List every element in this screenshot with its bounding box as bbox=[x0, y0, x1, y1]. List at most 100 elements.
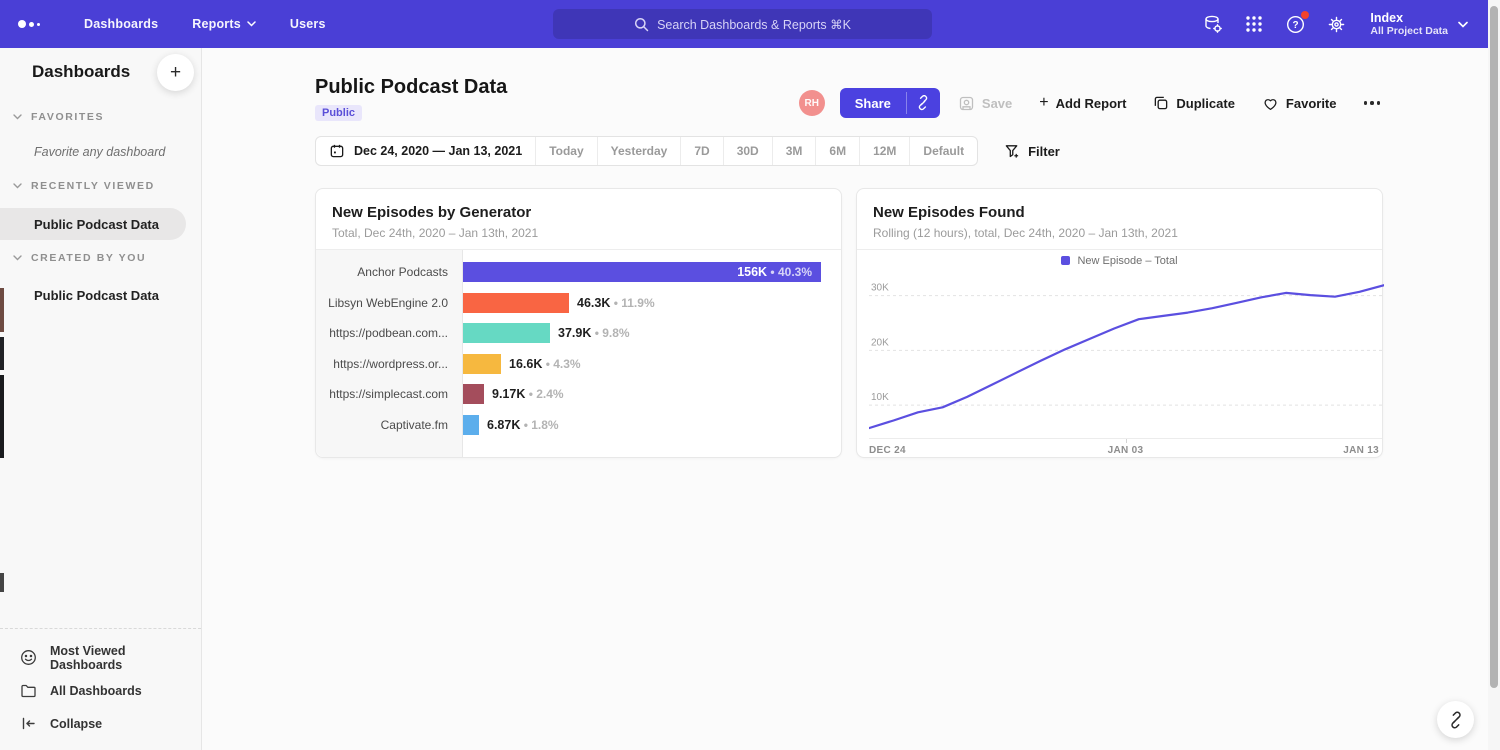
legend-label: New Episode – Total bbox=[1077, 254, 1178, 267]
heart-icon bbox=[1264, 99, 1277, 111]
search-input[interactable]: Search Dashboards & Reports ⌘K bbox=[553, 9, 932, 39]
page-title: Public Podcast Data bbox=[315, 76, 508, 98]
nav-item-dashboards[interactable]: Dashboards bbox=[84, 17, 159, 31]
sidebar-title: Dashboards bbox=[32, 62, 131, 81]
share-button[interactable]: Share bbox=[839, 88, 940, 118]
scrollbar-thumb[interactable] bbox=[1490, 6, 1498, 688]
date-range-control: Dec 24, 2020 — Jan 13, 2021 Today Yester… bbox=[315, 136, 979, 166]
bar-row[interactable]: Anchor Podcasts 156K • 40.3% bbox=[316, 257, 841, 288]
workspace-project: All Project Data bbox=[1370, 25, 1448, 37]
more-options-button[interactable] bbox=[1363, 101, 1380, 105]
x-axis: DEC 24 JAN 03 JAN 13 bbox=[869, 438, 1382, 458]
folder-icon bbox=[21, 684, 36, 698]
most-viewed-dashboards-link[interactable]: Most Viewed Dashboards bbox=[20, 641, 201, 674]
search-icon bbox=[635, 17, 649, 31]
workspace-switcher[interactable]: Index All Project Data bbox=[1370, 11, 1468, 37]
data-sources-icon[interactable] bbox=[1202, 13, 1224, 35]
preset-30d[interactable]: 30D bbox=[722, 137, 772, 165]
filter-funnel-icon bbox=[1005, 145, 1019, 158]
duplicate-button[interactable]: Duplicate bbox=[1153, 95, 1235, 111]
avatar[interactable]: RH bbox=[798, 90, 825, 116]
sidebar-item-public-podcast-data[interactable]: Public Podcast Data bbox=[0, 208, 186, 240]
sidebar-footer: Most Viewed Dashboards All Dashboards Co… bbox=[0, 628, 201, 750]
bar-row[interactable]: Libsyn WebEngine 2.0 46.3K • 11.9% bbox=[316, 288, 841, 319]
preset-3m[interactable]: 3M bbox=[771, 137, 816, 165]
settings-gear-icon[interactable] bbox=[1325, 13, 1347, 35]
favorite-button[interactable]: Favorite bbox=[1262, 95, 1337, 111]
all-dashboards-link[interactable]: All Dashboards bbox=[20, 674, 201, 707]
scrollbar bbox=[1488, 0, 1500, 750]
notification-badge bbox=[1301, 11, 1310, 19]
calendar-icon bbox=[330, 144, 344, 158]
help-icon[interactable]: ? bbox=[1284, 11, 1310, 35]
card-title: New Episodes Found bbox=[873, 204, 1025, 221]
apps-grid-icon[interactable] bbox=[1243, 13, 1265, 35]
nav-item-reports[interactable]: Reports bbox=[192, 17, 256, 31]
filter-button[interactable]: Filter bbox=[1004, 143, 1060, 159]
bar-row[interactable]: https://podbean.com... 37.9K • 9.8% bbox=[316, 318, 841, 349]
preset-7d[interactable]: 7D bbox=[680, 137, 722, 165]
card-new-episodes-found: New Episodes Found Rolling (12 hours), t… bbox=[856, 188, 1384, 458]
chevron-down-icon bbox=[1458, 21, 1468, 28]
save-icon bbox=[959, 96, 974, 110]
bar-chart: Anchor Podcasts 156K • 40.3% Libsyn WebE… bbox=[316, 250, 841, 457]
nav-item-users[interactable]: Users bbox=[289, 17, 326, 31]
line-chart[interactable]: 10K 20K 30K bbox=[869, 271, 1384, 438]
collapse-sidebar-button[interactable]: Collapse bbox=[20, 707, 201, 740]
link-icon bbox=[919, 95, 928, 111]
preset-6m[interactable]: 6M bbox=[815, 137, 859, 165]
add-report-button[interactable]: + Add Report bbox=[1039, 94, 1127, 111]
preset-12m[interactable]: 12M bbox=[859, 137, 909, 165]
preset-today[interactable]: Today bbox=[535, 137, 596, 165]
date-toolbar: Dec 24, 2020 — Jan 13, 2021 Today Yester… bbox=[315, 136, 1060, 166]
sidebar-section-created-by-you[interactable]: CREATED BY YOU bbox=[0, 252, 201, 264]
workspace-name: Index bbox=[1370, 11, 1404, 25]
desktop-artifact bbox=[0, 288, 4, 332]
x-tick-label: JAN 13 bbox=[1343, 445, 1379, 456]
chevron-down-icon bbox=[13, 114, 22, 120]
x-tick-label: DEC 24 bbox=[869, 445, 906, 456]
sidebar: Dashboards + FAVORITES Favorite any dash… bbox=[0, 48, 202, 750]
chevron-down-icon bbox=[13, 255, 22, 261]
collapse-icon bbox=[22, 717, 35, 730]
duplicate-icon bbox=[1155, 96, 1168, 110]
chevron-down-icon bbox=[13, 183, 22, 189]
chevron-down-icon bbox=[247, 21, 256, 27]
svg-text:?: ? bbox=[1292, 20, 1298, 31]
save-button[interactable]: Save bbox=[958, 95, 1012, 112]
sidebar-section-favorites[interactable]: FAVORITES bbox=[0, 111, 201, 123]
card-new-episodes-by-generator: New Episodes by Generator Total, Dec 24t… bbox=[315, 188, 842, 458]
bar-row[interactable]: https://wordpress.or... 16.6K • 4.3% bbox=[316, 349, 841, 380]
date-range-picker[interactable]: Dec 24, 2020 — Jan 13, 2021 bbox=[316, 137, 535, 165]
svg-text:20K: 20K bbox=[871, 337, 889, 348]
main-content: Public Podcast Data Public RH Share Save… bbox=[202, 48, 1488, 750]
share-link-fab[interactable] bbox=[1437, 701, 1474, 738]
app-logo-icon[interactable] bbox=[18, 20, 58, 28]
search-placeholder: Search Dashboards & Reports ⌘K bbox=[657, 17, 851, 32]
visibility-badge: Public bbox=[315, 105, 363, 121]
bar-row[interactable]: Captivate.fm 6.87K • 1.8% bbox=[316, 410, 841, 441]
chart-legend: New Episode – Total bbox=[857, 250, 1382, 271]
desktop-artifact bbox=[0, 375, 4, 458]
top-nav: Dashboards Reports Users Search Dashboar… bbox=[0, 0, 1500, 48]
desktop-artifact bbox=[0, 337, 4, 370]
svg-text:10K: 10K bbox=[871, 392, 889, 403]
copy-link-button[interactable] bbox=[907, 88, 940, 118]
smiley-icon bbox=[21, 650, 36, 665]
svg-text:30K: 30K bbox=[871, 283, 889, 294]
plus-icon: + bbox=[1039, 94, 1049, 111]
link-icon bbox=[1450, 711, 1461, 728]
header-actions: RH Share Save + Add Report Duplicate Fav… bbox=[798, 88, 1380, 118]
card-title: New Episodes by Generator bbox=[332, 204, 532, 221]
legend-swatch bbox=[1061, 256, 1071, 265]
preset-default[interactable]: Default bbox=[909, 137, 977, 165]
card-subtitle: Total, Dec 24th, 2020 – Jan 13th, 2021 bbox=[332, 226, 539, 240]
desktop-artifact bbox=[0, 573, 4, 592]
favorites-empty-text: Favorite any dashboard bbox=[34, 145, 166, 159]
add-dashboard-button[interactable]: + bbox=[157, 54, 194, 91]
bar-row[interactable]: https://simplecast.com 9.17K • 2.4% bbox=[316, 379, 841, 410]
x-tick-label: JAN 03 bbox=[1107, 445, 1144, 456]
preset-yesterday[interactable]: Yesterday bbox=[596, 137, 681, 165]
sidebar-item-public-podcast-data-created[interactable]: Public Podcast Data bbox=[34, 287, 159, 303]
sidebar-section-recently-viewed[interactable]: RECENTLY VIEWED bbox=[0, 180, 201, 192]
